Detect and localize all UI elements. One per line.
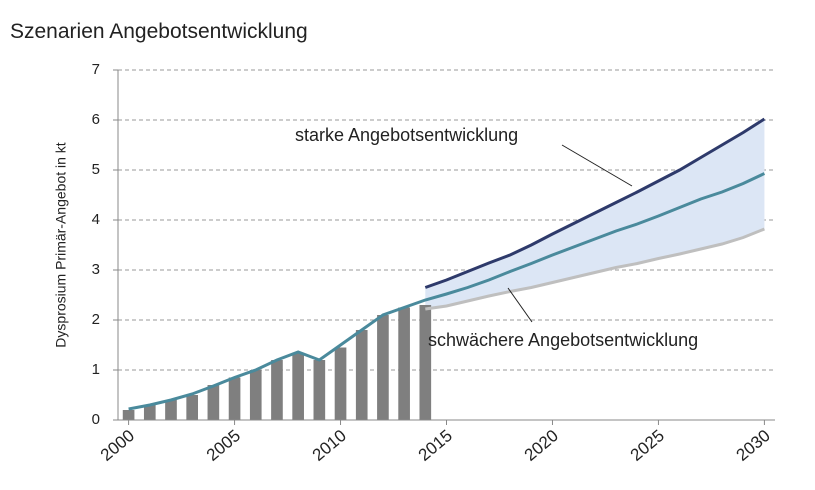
annotation-leader	[507, 287, 533, 323]
x-tick-label: 2030	[733, 426, 774, 465]
bar	[334, 347, 347, 420]
series-line	[424, 117, 766, 289]
x-tick-label: 2005	[203, 426, 244, 465]
bar	[419, 305, 432, 420]
bar	[143, 405, 156, 420]
x-tick-label: 2000	[97, 426, 138, 465]
bar	[313, 360, 326, 420]
bar	[165, 400, 177, 420]
series-line	[425, 227, 765, 311]
bar	[355, 330, 368, 420]
bar	[398, 307, 410, 420]
annotation: schwächere Angebotsentwicklung	[428, 330, 698, 350]
annotation-leader	[561, 144, 633, 187]
bar	[228, 377, 241, 420]
annotation: starke Angebotsentwicklung	[295, 125, 518, 145]
bar	[377, 315, 389, 420]
series-line	[128, 172, 766, 411]
x-tick-label: 2010	[309, 426, 350, 465]
y-tick-label: 5	[92, 161, 100, 178]
bar	[186, 395, 199, 420]
y-tick-label: 3	[92, 261, 100, 278]
chart-title: Szenarien Angebotsentwicklung	[10, 20, 308, 43]
y-tick-label: 7	[92, 61, 100, 78]
bar	[122, 410, 135, 420]
x-tick-label: 2015	[415, 426, 456, 465]
bar	[207, 385, 220, 420]
y-tick-label: 4	[92, 211, 100, 228]
x-tick-label: 2020	[521, 426, 562, 465]
y-tick-label: 6	[92, 111, 100, 128]
y-axis-label: Dysprosium Primär-Angebot in kt	[53, 142, 69, 348]
y-tick-label: 0	[92, 411, 100, 428]
y-tick-label: 1	[92, 361, 100, 378]
bar	[292, 352, 304, 420]
x-tick-label: 2025	[627, 426, 668, 465]
bar	[249, 370, 262, 420]
y-tick-label: 2	[92, 311, 100, 328]
bar	[271, 360, 283, 420]
